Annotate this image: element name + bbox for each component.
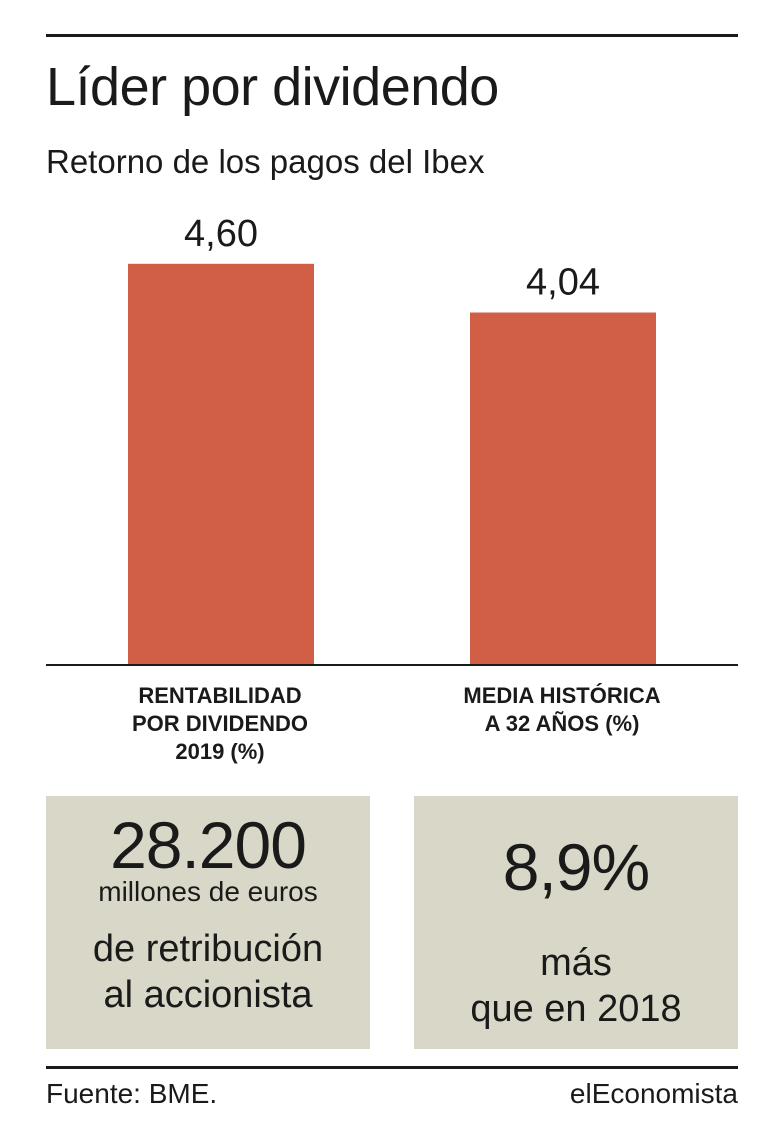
brand-logo-text: elEconomista	[569, 1078, 738, 1109]
stat-unit: millones de euros	[98, 876, 318, 907]
source-note: Fuente: BME.	[46, 1078, 218, 1109]
category-label-1-line-0: MEDIA HISTÓRICA	[463, 683, 661, 708]
category-label-1-line-1: A 32 AÑOS (%)	[484, 711, 640, 736]
chart-subtitle: Retorno de los pagos del Ibex	[46, 143, 485, 180]
category-label-1: MEDIA HISTÓRICA A 32 AÑOS (%)	[422, 682, 702, 738]
bottom-rule	[46, 1066, 738, 1069]
stat-value: 28.200	[110, 808, 307, 882]
stat-description-line-1: de retribución	[92, 928, 324, 970]
chart-title: Líder por dividendo	[46, 57, 499, 117]
stat-description-line-1: más	[540, 942, 612, 984]
stat-box-retribucion: 28.200 millones de euros de retribución …	[46, 796, 370, 1049]
stat-value: 8,9%	[502, 830, 650, 904]
category-label-0-line-0: RENTABILIDAD	[138, 683, 302, 708]
stat-description-line-2: que en 2018	[470, 988, 682, 1030]
bar-value-label-1: 4,04	[526, 262, 600, 304]
stat-description-line-2: al accionista	[103, 974, 313, 1016]
stat-box-variacion: 8,9% más que en 2018	[414, 796, 738, 1049]
top-rule	[46, 34, 738, 37]
category-label-0: RENTABILIDAD POR DIVIDENDO 2019 (%)	[80, 682, 360, 766]
category-label-0-line-2: 2019 (%)	[175, 739, 265, 764]
category-label-0-line-1: POR DIVIDENDO	[131, 711, 309, 736]
bar-0	[128, 263, 314, 664]
bar-value-label-0: 4,60	[184, 213, 258, 255]
bar-chart: 4,60 4,04	[46, 213, 738, 666]
bar-1	[470, 312, 656, 664]
